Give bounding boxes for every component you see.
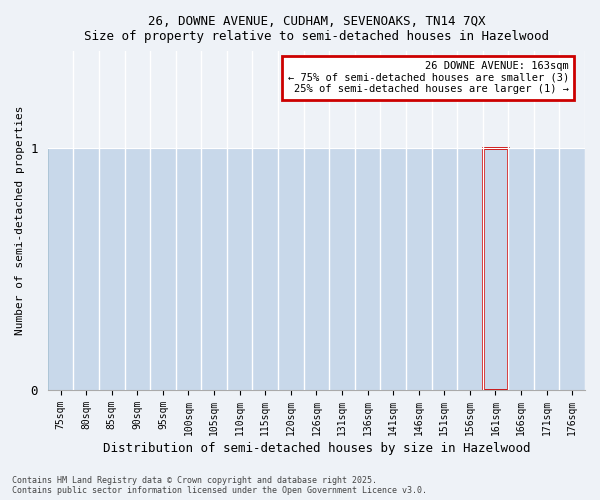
Bar [380,148,406,390]
Bar [150,148,176,390]
Text: Contains HM Land Registry data © Crown copyright and database right 2025.
Contai: Contains HM Land Registry data © Crown c… [12,476,427,495]
Bar [457,148,482,390]
Bar [201,148,227,390]
Bar [559,148,585,390]
Bar [406,148,431,390]
Bar [329,148,355,390]
Bar [125,148,150,390]
Bar [508,148,534,390]
Bar [48,148,73,390]
Bar [304,148,329,390]
Bar [431,148,457,390]
Text: 26 DOWNE AVENUE: 163sqm
← 75% of semi-detached houses are smaller (3)
25% of sem: 26 DOWNE AVENUE: 163sqm ← 75% of semi-de… [287,62,569,94]
Bar [227,148,253,390]
Bar [355,148,380,390]
Y-axis label: Number of semi-detached properties: Number of semi-detached properties [15,106,25,336]
Bar [99,148,125,390]
X-axis label: Distribution of semi-detached houses by size in Hazelwood: Distribution of semi-detached houses by … [103,442,530,455]
Bar [278,148,304,390]
Bar [73,148,99,390]
Bar [176,148,201,390]
Bar [534,148,559,390]
Bar [482,148,508,390]
Title: 26, DOWNE AVENUE, CUDHAM, SEVENOAKS, TN14 7QX
Size of property relative to semi-: 26, DOWNE AVENUE, CUDHAM, SEVENOAKS, TN1… [84,15,549,43]
Bar [253,148,278,390]
